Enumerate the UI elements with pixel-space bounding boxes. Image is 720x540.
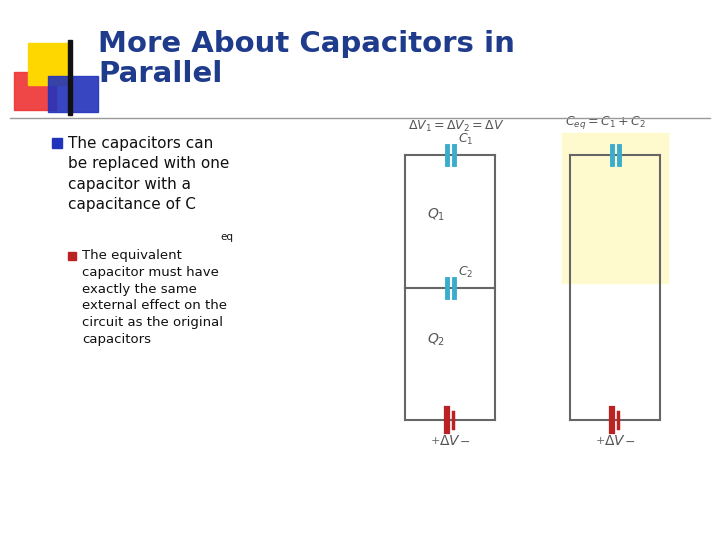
Text: More About Capacitors in: More About Capacitors in — [98, 30, 515, 58]
Text: +: + — [431, 436, 440, 446]
Text: $\Delta V_1 = \Delta V_2 = \Delta V$: $\Delta V_1 = \Delta V_2 = \Delta V$ — [408, 119, 505, 134]
Bar — [48, 76, 98, 112]
Bar — [562, 133, 668, 282]
Bar — [68, 40, 72, 115]
Text: The capacitors can
be replaced with one
capacitor with a
capacitance of C: The capacitors can be replaced with one … — [68, 136, 230, 212]
Text: $\Delta V$: $\Delta V$ — [604, 434, 626, 448]
Text: $C_2$: $C_2$ — [458, 265, 473, 280]
Text: Parallel: Parallel — [98, 60, 222, 88]
Bar — [28, 43, 70, 85]
Text: $C_1$: $C_1$ — [458, 132, 474, 147]
Bar — [52, 138, 62, 148]
Text: +: + — [595, 436, 605, 446]
Text: −: − — [460, 436, 470, 449]
Text: $Q_2$: $Q_2$ — [427, 332, 445, 348]
Bar — [14, 72, 56, 110]
Text: eq: eq — [220, 232, 233, 242]
Bar — [68, 252, 76, 260]
Text: −: − — [625, 436, 635, 449]
Text: $C_{eq} = C_1 + C_2$: $C_{eq} = C_1 + C_2$ — [565, 114, 646, 131]
Text: $Q_1$: $Q_1$ — [427, 206, 445, 222]
Text: The equivalent
capacitor must have
exactly the same
external effect on the
circu: The equivalent capacitor must have exact… — [82, 249, 227, 346]
Text: $\Delta V$: $\Delta V$ — [439, 434, 461, 448]
